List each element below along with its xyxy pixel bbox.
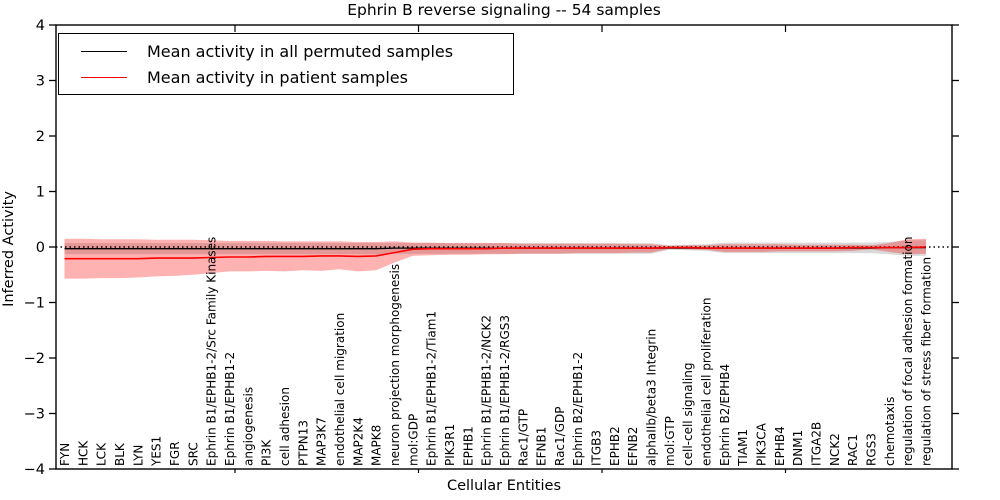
- patient-mean-line: [64, 246, 927, 260]
- x-axis-title: Cellular Entities: [446, 478, 562, 494]
- legend-line-red: [81, 76, 127, 78]
- x-tick-label: LYN: [131, 445, 145, 466]
- legend-label: Mean activity in all permuted samples: [147, 41, 454, 61]
- x-tick-label: YES1: [150, 436, 164, 467]
- x-tick-label: PTPN13: [296, 420, 310, 466]
- x-tick-label: RAC1: [846, 434, 860, 466]
- x-tick-label: angiogenesis: [241, 387, 255, 466]
- x-tick-label: DNM1: [791, 430, 805, 466]
- legend-label: Mean activity in patient samples: [147, 67, 408, 87]
- x-tick-label: regulation of focal adhesion formation: [901, 237, 915, 466]
- x-tick-label: EPHB1: [461, 426, 475, 466]
- x-tick-label: Ephrin B2/EPHB1-2: [571, 352, 585, 466]
- x-tick-label: EPHB2: [608, 426, 622, 466]
- y-tick-label: −4: [24, 462, 45, 478]
- x-tick-label: endothelial cell migration: [333, 313, 347, 466]
- x-tick-label: EFNB1: [535, 427, 549, 466]
- x-tick-label: MAP2K4: [351, 417, 365, 466]
- x-tick-label: cell adhesion: [278, 387, 292, 466]
- chart-legend: Mean activity in all permuted samples Me…: [58, 33, 514, 95]
- x-tick-label: ITGA2B: [810, 422, 824, 466]
- x-tick-label: SRC: [186, 442, 200, 466]
- x-tick-label: TIAM1: [736, 429, 750, 467]
- x-tick-label: Ephrin B1/EPHB1-2/Tiam1: [425, 311, 439, 466]
- y-tick-label: −2: [24, 351, 45, 367]
- x-tick-label: Ephrin B1/EPHB1-2/NCK2: [480, 315, 494, 466]
- y-tick-label: 3: [36, 74, 45, 90]
- x-tick-label: Ephrin B1/EPHB1-2: [223, 352, 237, 466]
- x-tick-label: alphaIIb/beta3 Integrin: [645, 329, 659, 466]
- x-tick-label: Ephrin B1/EPHB1-2/RGS3: [498, 315, 512, 466]
- y-tick-label: 4: [36, 18, 45, 34]
- x-tick-label: mol:GTP: [663, 416, 677, 466]
- chart-title: Ephrin B reverse signaling -- 54 samples: [347, 1, 661, 19]
- x-tick-label: PI3K: [260, 439, 274, 466]
- x-tick-label: BLK: [113, 442, 127, 466]
- x-tick-label: HCK: [76, 440, 90, 466]
- y-tick-label: −1: [24, 296, 45, 312]
- y-tick-label: 2: [36, 129, 45, 145]
- x-tick-label: MAPK8: [370, 425, 384, 466]
- y-axis-title: Inferred Activity: [1, 191, 17, 307]
- x-tick-label: EPHB4: [773, 426, 787, 466]
- y-tick-label: −3: [24, 407, 45, 423]
- x-tick-label: EFNB2: [626, 427, 640, 466]
- x-tick-label: endothelial cell proliferation: [700, 298, 714, 466]
- x-tick-label: cell-cell signaling: [681, 363, 695, 467]
- x-tick-label: NCK2: [828, 433, 842, 466]
- x-tick-label: mol:GDP: [406, 414, 420, 466]
- x-tick-label: PIK3CA: [755, 422, 769, 466]
- x-tick-label: regulation of stress fiber formation: [920, 257, 934, 466]
- y-tick-label: 0: [36, 240, 45, 256]
- x-tick-label: FYN: [58, 443, 72, 466]
- x-tick-label: neuron projection morphogenesis: [388, 264, 402, 466]
- x-tick-label: Rac1/GTP: [516, 409, 530, 466]
- x-tick-label: FGR: [168, 441, 182, 466]
- x-tick-label: Ephrin B1/EPHB1-2/Src Family Kinases: [205, 237, 219, 466]
- y-tick-label: 1: [36, 185, 45, 201]
- x-tick-label: MAP3K7: [315, 417, 329, 466]
- x-tick-label: Rac1/GDP: [553, 407, 567, 466]
- x-tick-label: Ephrin B2/EPHB4: [718, 364, 732, 466]
- x-tick-label: LCK: [95, 442, 109, 466]
- legend-entry-patient: Mean activity in patient samples: [59, 64, 513, 90]
- x-tick-label: ITGB3: [590, 430, 604, 466]
- x-tick-label: RGS3: [865, 433, 879, 466]
- x-tick-label: PIK3R1: [443, 424, 457, 466]
- legend-entry-permuted: Mean activity in all permuted samples: [59, 38, 513, 64]
- legend-line-black: [81, 50, 127, 52]
- x-tick-label: chemotaxis: [883, 397, 897, 466]
